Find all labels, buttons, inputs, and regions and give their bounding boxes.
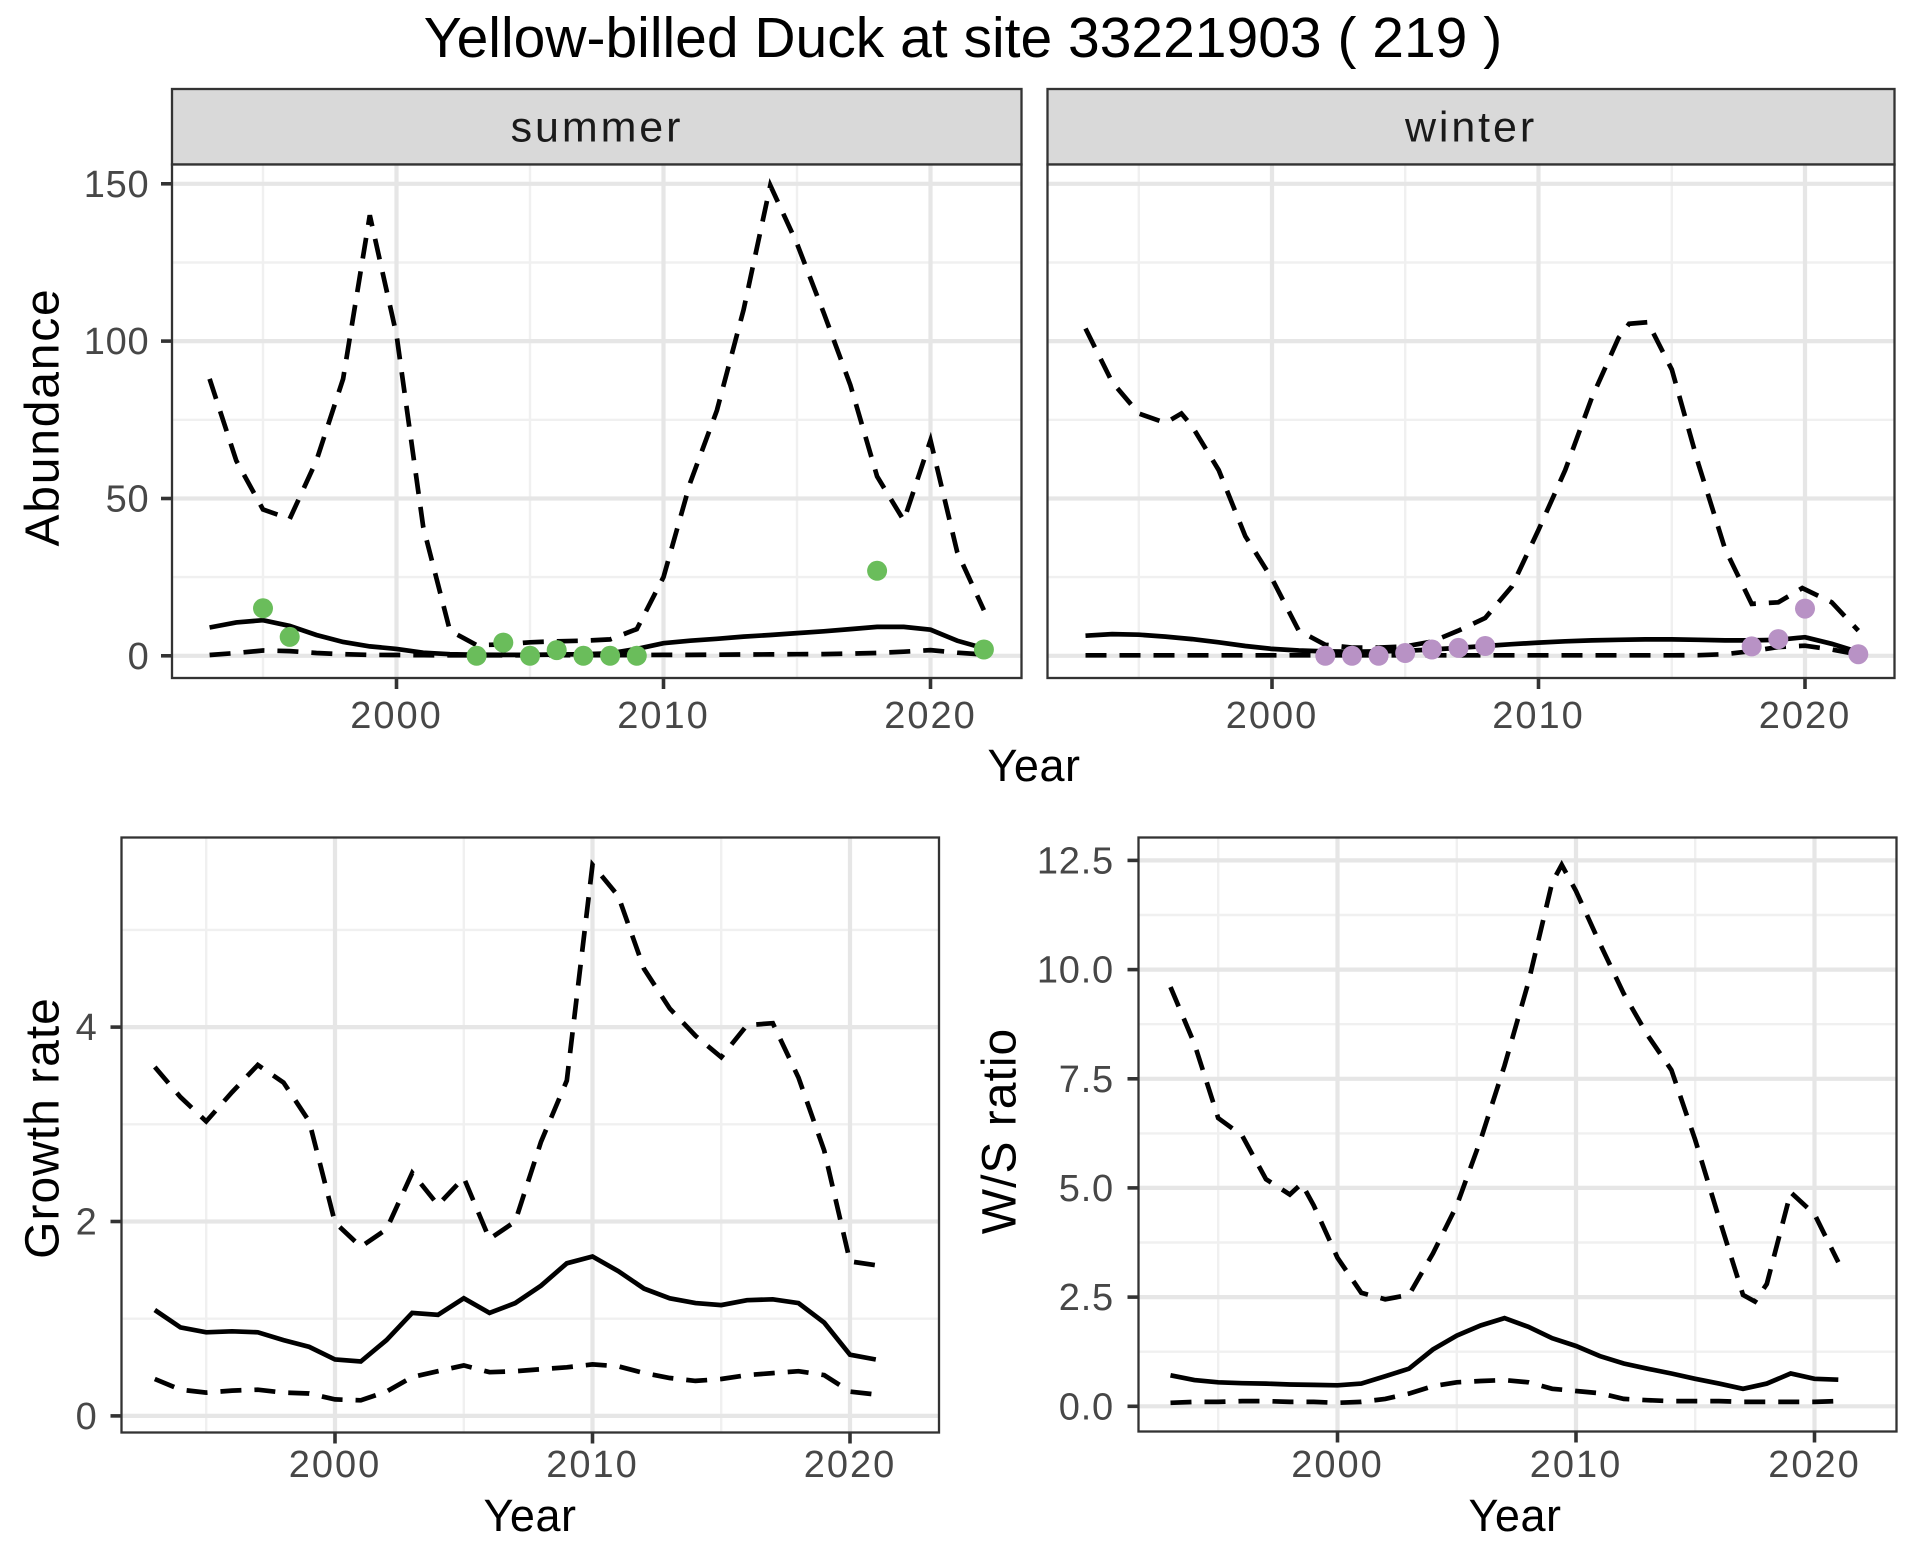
svg-text:2020: 2020 (804, 1444, 897, 1486)
svg-text:2.5: 2.5 (1059, 1277, 1114, 1319)
svg-text:Year: Year (988, 740, 1081, 791)
svg-text:12.5: 12.5 (1037, 840, 1114, 882)
svg-text:0: 0 (128, 636, 150, 678)
svg-text:0: 0 (76, 1396, 98, 1438)
svg-text:2010: 2010 (1530, 1444, 1623, 1486)
svg-text:2: 2 (76, 1202, 98, 1244)
svg-text:Yellow-billed Duck at site 332: Yellow-billed Duck at site 33221903 ( 21… (424, 6, 1502, 70)
svg-text:W/S ratio: W/S ratio (974, 1028, 1027, 1234)
svg-text:Abundance: Abundance (17, 287, 70, 546)
svg-text:150: 150 (84, 164, 150, 206)
svg-text:10.0: 10.0 (1037, 950, 1114, 992)
svg-text:2020: 2020 (1759, 695, 1852, 737)
svg-text:7.5: 7.5 (1059, 1059, 1114, 1101)
svg-text:2010: 2010 (546, 1444, 639, 1486)
svg-text:50: 50 (106, 479, 150, 521)
svg-text:Year: Year (1469, 1490, 1562, 1541)
svg-text:100: 100 (84, 321, 150, 363)
svg-text:2010: 2010 (1492, 695, 1585, 737)
svg-text:2000: 2000 (1291, 1444, 1384, 1486)
svg-text:4: 4 (76, 1007, 98, 1049)
svg-text:5.0: 5.0 (1059, 1168, 1114, 1210)
svg-text:2020: 2020 (884, 695, 977, 737)
svg-text:0.0: 0.0 (1059, 1386, 1114, 1428)
svg-text:2000: 2000 (350, 695, 443, 737)
svg-text:Growth rate: Growth rate (17, 997, 70, 1259)
svg-text:Year: Year (484, 1490, 577, 1541)
svg-text:2000: 2000 (289, 1444, 382, 1486)
svg-text:summer: summer (511, 104, 684, 152)
svg-text:winter: winter (1404, 104, 1537, 152)
svg-text:2010: 2010 (617, 695, 710, 737)
svg-text:2000: 2000 (1226, 695, 1319, 737)
svg-text:2020: 2020 (1768, 1444, 1861, 1486)
